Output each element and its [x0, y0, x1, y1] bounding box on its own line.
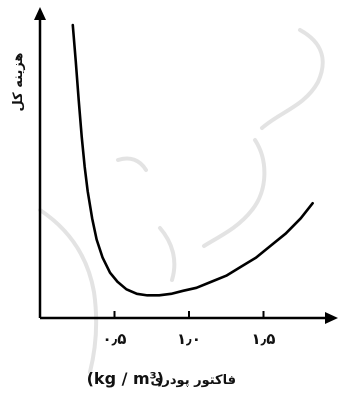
watermark	[38, 28, 325, 374]
total-cost-curve	[71, 23, 314, 297]
x-axis-label: فاکتور پودری (kg / m³)	[87, 369, 236, 388]
x-axis-label-unit: (kg / m³)	[87, 369, 164, 388]
x-ticks: ٠٫۵ ١٫٠ ١٫۵	[103, 311, 276, 348]
axes	[34, 7, 338, 324]
x-tick-label-0: ٠٫۵	[103, 330, 127, 348]
y-axis-label: هزینه کل	[11, 53, 26, 112]
x-tick-label-2: ١٫۵	[252, 330, 276, 348]
x-axis-label-text: فاکتور پودری	[150, 373, 236, 388]
x-axis-arrow	[325, 312, 338, 324]
y-axis-arrow	[34, 7, 46, 20]
x-tick-label-1: ١٫٠	[177, 330, 201, 348]
